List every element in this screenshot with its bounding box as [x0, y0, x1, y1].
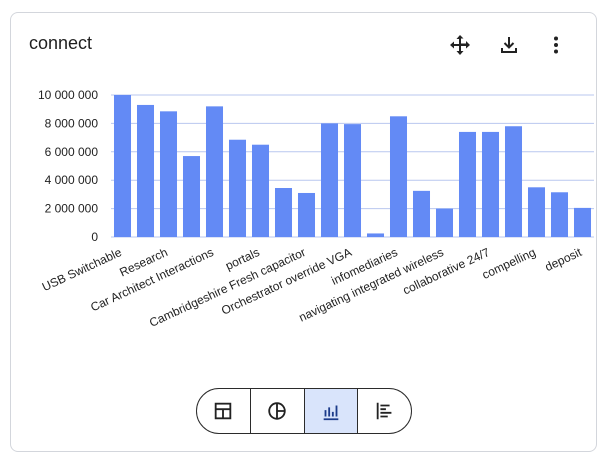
bar-chart-icon [323, 405, 339, 421]
bar[interactable] [573, 207, 592, 237]
bar[interactable] [458, 131, 477, 237]
bar[interactable] [320, 123, 339, 237]
horizontal-bar-chart-icon [376, 402, 392, 420]
bar[interactable] [251, 144, 270, 237]
move-icon[interactable] [446, 31, 474, 59]
more-vert-icon[interactable] [542, 31, 570, 59]
bar[interactable] [389, 116, 408, 237]
table-icon [215, 402, 232, 420]
bar[interactable] [343, 124, 362, 237]
bar[interactable] [136, 104, 155, 237]
bar[interactable] [366, 233, 385, 237]
bar-view-button[interactable] [304, 389, 359, 433]
table-view-button[interactable] [197, 389, 251, 433]
y-tick-label: 4 000 000 [45, 173, 99, 187]
x-tick-label: compelling [480, 245, 538, 282]
bar[interactable] [205, 106, 224, 237]
y-tick-label: 6 000 000 [45, 145, 99, 159]
y-tick-label: 10 000 000 [38, 88, 98, 102]
x-tick-label: deposit [543, 245, 585, 274]
bar-chart: 0 2 000 000 4 000 000 6 000 000 8 000 000 10 … [38, 88, 594, 330]
download-icon[interactable] [495, 31, 523, 59]
bar[interactable] [182, 156, 201, 237]
bar[interactable] [481, 131, 500, 237]
bar[interactable] [228, 139, 247, 237]
bar[interactable] [504, 126, 523, 237]
bar[interactable] [550, 192, 569, 237]
bar[interactable] [159, 111, 178, 237]
horizontal-bar-view-button[interactable] [358, 389, 411, 433]
view-switcher [196, 388, 412, 434]
bar[interactable] [435, 208, 454, 237]
bar[interactable] [527, 187, 546, 237]
x-tick-label: USB Switchable [40, 245, 124, 294]
card-title: connect [29, 33, 93, 53]
y-tick-label: 0 [91, 230, 98, 244]
bar[interactable] [297, 192, 316, 237]
bar[interactable] [113, 95, 132, 237]
bar[interactable] [412, 190, 431, 237]
pie-view-button[interactable] [251, 389, 305, 433]
chart-card: connect 0 2 000 000 4 000 000 6 000 000 8 00… [10, 12, 597, 452]
bar[interactable] [274, 188, 293, 237]
pie-chart-icon [268, 402, 286, 420]
y-tick-label: 2 000 000 [45, 202, 99, 216]
y-tick-label: 8 000 000 [45, 116, 99, 130]
